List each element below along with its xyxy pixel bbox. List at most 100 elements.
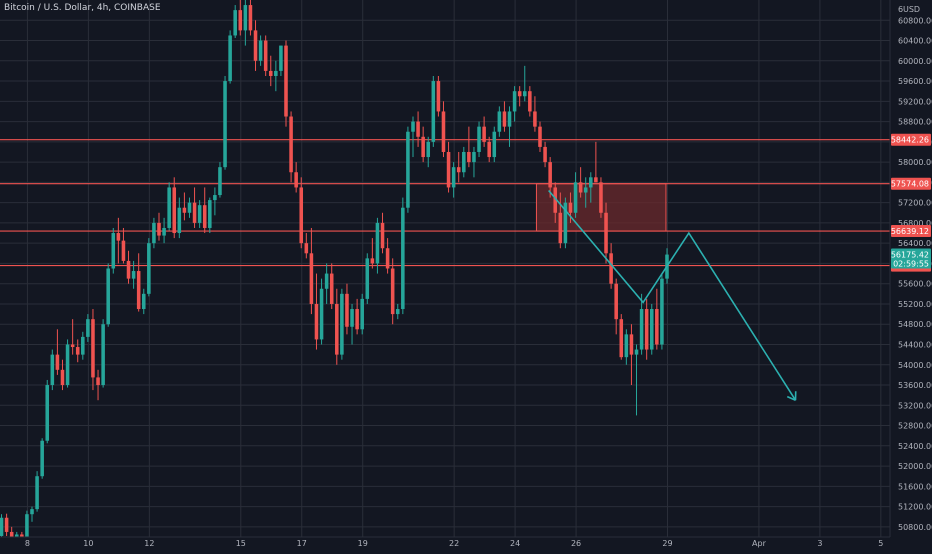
candle-body bbox=[401, 208, 405, 309]
candle-body bbox=[345, 294, 349, 327]
time-axis-label[interactable]: 15 bbox=[236, 539, 246, 548]
candle-body bbox=[426, 142, 430, 157]
candle-body bbox=[71, 344, 75, 347]
candle-body bbox=[396, 309, 400, 314]
time-axis-label[interactable]: 12 bbox=[144, 539, 154, 548]
candle-body bbox=[76, 347, 80, 355]
candle-body bbox=[218, 167, 222, 195]
candle-body bbox=[432, 81, 436, 142]
time-axis-label[interactable]: 24 bbox=[510, 539, 520, 548]
candle-body bbox=[630, 334, 634, 354]
candle-body bbox=[132, 271, 136, 279]
candle-body bbox=[472, 152, 476, 162]
price-axis-label[interactable]: 55600.00 bbox=[898, 280, 932, 289]
price-axis-label[interactable]: 50800.00 bbox=[898, 523, 932, 532]
price-axis-label[interactable]: 59600.00 bbox=[898, 77, 932, 86]
candle-body bbox=[416, 122, 420, 137]
candle-body bbox=[437, 81, 441, 111]
candle-body bbox=[650, 309, 654, 350]
time-axis-label[interactable]: 8 bbox=[25, 539, 30, 548]
price-axis-label[interactable]: 60800.00 bbox=[898, 16, 932, 25]
candle-body bbox=[157, 223, 161, 236]
candle-body bbox=[289, 117, 293, 173]
candle-body bbox=[503, 111, 507, 126]
candle-body bbox=[365, 258, 369, 299]
candle-body bbox=[56, 355, 60, 370]
candle-body bbox=[376, 223, 380, 264]
candle-body bbox=[528, 91, 532, 111]
time-axis[interactable]: 8 10 12 15 17 19 22 24 26 29 Apr 3 5 bbox=[25, 539, 884, 548]
time-axis-label[interactable]: 19 bbox=[358, 539, 368, 548]
price-axis-label[interactable]: 60000.00 bbox=[898, 57, 932, 66]
price-axis-label[interactable]: 53200.00 bbox=[898, 401, 932, 410]
candle-body bbox=[411, 122, 415, 132]
candle-body bbox=[106, 269, 110, 325]
candle-body bbox=[315, 304, 319, 339]
candle-body bbox=[45, 385, 49, 441]
price-axis-label[interactable]: 54400.00 bbox=[898, 340, 932, 349]
price-axis-label[interactable]: 57200.00 bbox=[898, 199, 932, 208]
candle-body bbox=[508, 111, 512, 126]
price-axis-label[interactable]: 56400.00 bbox=[898, 239, 932, 248]
time-axis-background bbox=[0, 537, 932, 550]
time-axis-label[interactable]: 29 bbox=[662, 539, 672, 548]
candle-body bbox=[543, 147, 547, 162]
candle-body bbox=[35, 476, 39, 509]
time-axis-label[interactable]: 26 bbox=[571, 539, 581, 548]
price-axis-label[interactable]: 59200.00 bbox=[898, 97, 932, 106]
candle-body bbox=[91, 319, 95, 377]
price-axis-label[interactable]: 52000.00 bbox=[898, 462, 932, 471]
candle-body bbox=[299, 187, 303, 243]
candle-body bbox=[137, 271, 141, 309]
level-price-tag-text: 56639.12 bbox=[891, 227, 929, 236]
candle-body bbox=[320, 289, 324, 340]
candle-body bbox=[66, 344, 70, 385]
price-axis-label[interactable]: 58000.00 bbox=[898, 158, 932, 167]
time-axis-label[interactable]: Apr bbox=[752, 539, 767, 548]
candle-body bbox=[447, 152, 451, 187]
price-axis-label[interactable]: 60400.00 bbox=[898, 37, 932, 46]
candle-body bbox=[122, 241, 126, 261]
candle-body bbox=[244, 5, 248, 30]
candle-body bbox=[559, 213, 563, 243]
price-axis-label[interactable]: 51600.00 bbox=[898, 482, 932, 491]
candle-body bbox=[442, 111, 446, 152]
candle-body bbox=[40, 441, 44, 476]
time-axis-label[interactable]: 3 bbox=[817, 539, 822, 548]
candle-body bbox=[523, 91, 527, 96]
price-axis-label[interactable]: 55200.00 bbox=[898, 300, 932, 309]
candle-body bbox=[167, 187, 171, 228]
candle-body bbox=[51, 355, 55, 385]
candle-body bbox=[487, 142, 491, 157]
price-axis-label[interactable]: 52800.00 bbox=[898, 422, 932, 431]
time-axis-label[interactable]: 22 bbox=[449, 539, 459, 548]
price-axis-label[interactable]: 58800.00 bbox=[898, 118, 932, 127]
candle-body bbox=[655, 309, 659, 344]
candle-body bbox=[269, 71, 273, 76]
price-axis-label[interactable]: 54000.00 bbox=[898, 361, 932, 370]
time-axis-label[interactable]: 10 bbox=[83, 539, 93, 548]
price-axis-label[interactable]: 53600.00 bbox=[898, 381, 932, 390]
price-axis-label[interactable]: 51200.00 bbox=[898, 503, 932, 512]
candle-body bbox=[594, 177, 598, 182]
candle-body bbox=[355, 309, 359, 329]
price-axis-label[interactable]: 52400.00 bbox=[898, 442, 932, 451]
candle-body bbox=[330, 274, 334, 304]
price-axis-label[interactable]: 54800.00 bbox=[898, 320, 932, 329]
candle-body bbox=[294, 172, 298, 187]
candle-body bbox=[625, 334, 629, 357]
candle-body bbox=[117, 233, 121, 241]
time-axis-label[interactable]: 5 bbox=[878, 539, 883, 548]
candle-body bbox=[142, 294, 146, 309]
currency-label[interactable]: USD bbox=[903, 5, 920, 14]
time-axis-label[interactable]: 17 bbox=[297, 539, 307, 548]
chart-title: Bitcoin / U.S. Dollar, 4h, COINBASE bbox=[4, 3, 161, 13]
candle-body bbox=[208, 200, 212, 228]
candle-countdown-text: 02:59:55 bbox=[893, 260, 929, 269]
candle-body bbox=[233, 10, 237, 35]
candle-body bbox=[335, 304, 339, 355]
candle-body bbox=[452, 167, 456, 187]
candle-body bbox=[86, 319, 90, 337]
